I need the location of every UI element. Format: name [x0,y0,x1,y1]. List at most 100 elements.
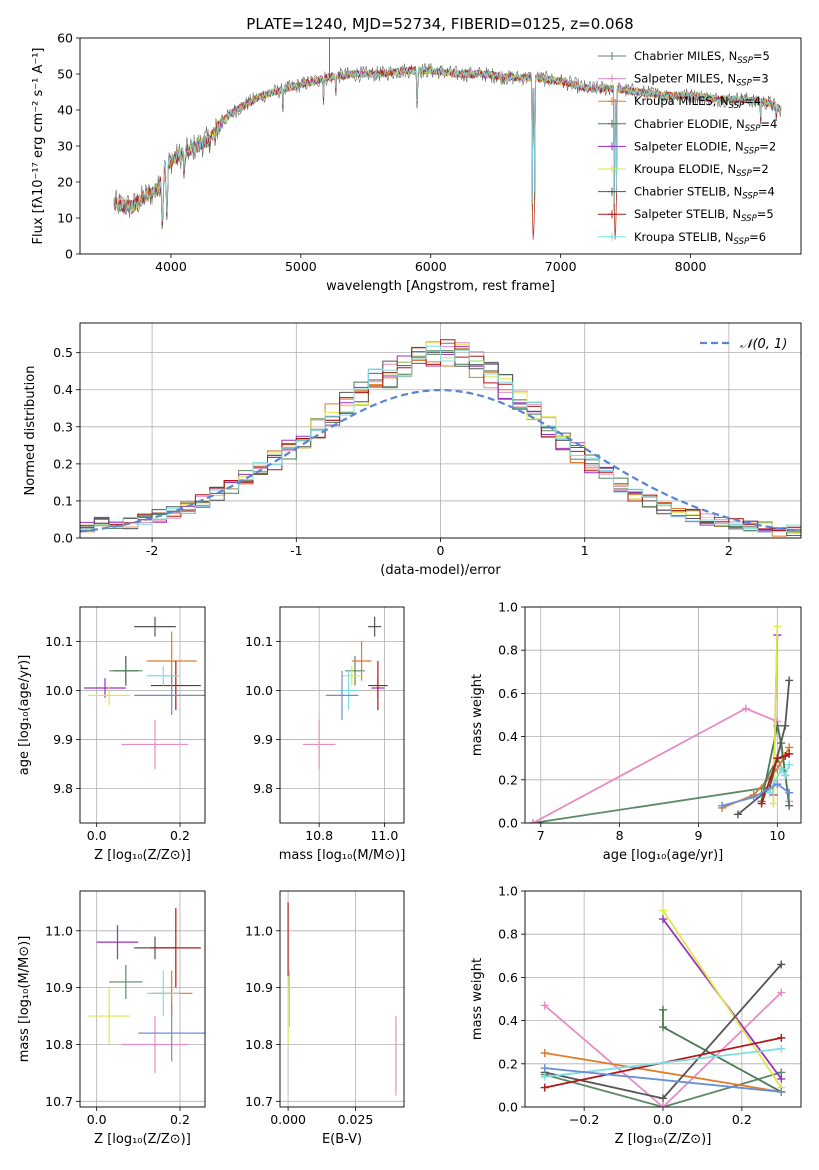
x-tick-label: 1 [581,543,589,558]
weight-series-line [544,991,782,1107]
y-tick-label: 0.8 [498,643,518,658]
legend-label: Salpeter MILES, NSSP=3 [634,72,769,89]
weight-point [749,793,758,802]
y-axis-label: Flux [fλ10⁻¹⁷ erg cm⁻² s⁻¹ A⁻¹] [31,48,46,245]
y-tick-label: 10.7 [45,1094,73,1109]
weight-point [540,1001,549,1010]
x-tick-label: 11.0 [370,828,398,843]
weight-point [773,780,782,789]
y-tick-label: 0.3 [53,419,73,434]
y-tick-label: 20 [57,175,73,190]
chart-spectrum: 4000 5000 6000 7000 8000 0 10 20 30 40 50 60 wavelen… [31,31,802,294]
weight-series-line [544,1071,782,1107]
y-tick-label: 9.8 [253,781,273,796]
y-tick-label: 10.8 [45,1037,73,1052]
x-tick-label: 8000 [675,259,707,274]
weight-point [785,749,794,758]
legend-label: 𝒩(0, 1) [740,337,787,352]
x-axis-label: mass [log₁₀(M/M⊙)] [279,848,406,863]
y-axis-label: mass weight [470,674,485,756]
x-tick-label: −0.2 [569,1112,599,1127]
x-tick-label: -2 [146,543,158,558]
weight-series-line [532,707,791,823]
chart-age_vs_mass: 10.8 11.0 9.8 9.9 10.0 10.1 mass [log₁₀(M/M⊙)] [245,606,406,863]
x-tick-label: 7 [537,828,545,843]
axes-frame [279,606,405,824]
spectrum-series-line [113,65,782,222]
weight-point [777,1087,786,1096]
y-axis-label: age [log₁₀(age/yr)] [17,655,32,776]
weight-point [659,1094,667,1103]
chart-weight_vs_Z: −0.2 0.0 0.2 0.0 0.2 0.4 0.6 0.8 1.0 Z [log₁₀(Z/Z… [470,884,802,1147]
legend-marker [608,165,616,173]
weight-point [777,1044,786,1053]
weight-point [777,1074,786,1083]
y-tick-label: 10.9 [45,980,73,995]
weight-point [773,622,782,631]
y-tick-label: 0.1 [53,493,73,508]
legend-marker [608,97,616,106]
x-tick-label: 0.2 [170,1112,190,1127]
x-axis-label: age [log₁₀(age/yr)] [603,848,724,863]
plot-area [302,616,388,769]
y-tick-label: 9.9 [253,732,273,747]
weight-point [741,704,750,713]
axes-frame [524,890,802,1108]
legend-marker [608,52,616,60]
y-tick-label: 40 [57,103,73,118]
x-tick-label: 10.8 [305,828,333,843]
plot-area [80,339,801,537]
y-tick-label: 10.9 [245,980,273,995]
legend: Chabrier MILES, NSSP=5 Salpeter MILES, NS… [598,49,777,247]
y-tick-label: 0.0 [53,531,73,546]
y-tick-label: 0 [65,247,73,262]
weight-point [777,765,786,773]
legend-label: Chabrier STELIB, NSSP=4 [634,185,775,202]
plot-area [528,622,794,823]
y-tick-label: 10.1 [45,634,73,649]
x-tick-label: 0.000 [270,1112,306,1127]
x-tick-label: 0.025 [338,1112,374,1127]
weight-point [540,1049,549,1057]
chart-age_vs_Z: 0.0 0.2 9.8 9.9 10.0 10.1 Z [log₁₀(Z/Z⊙)] age [… [17,606,206,863]
legend-marker [608,119,616,128]
plot-area [287,902,397,1096]
weight-series-line [768,764,791,794]
figure-title: PLATE=1240, MJD=52734, FIBERID=0125, z=0… [246,15,633,33]
weight-point [785,676,794,685]
weight-point [769,799,778,808]
y-tick-label: 0.0 [498,816,518,831]
y-tick-label: 10.0 [45,683,73,698]
weight-point [757,799,766,808]
weight-point [785,788,794,797]
weight-series-line [772,626,779,804]
legend-label: Chabrier ELODIE, NSSP=4 [634,117,777,134]
y-tick-label: 10.0 [245,683,273,698]
axes-frame [79,322,802,539]
histogram-series [80,345,801,533]
x-tick-label: 8 [616,828,624,843]
x-axis-label: Z [log₁₀(Z/Z⊙)] [615,1132,712,1147]
gaussian-curve [80,389,799,533]
y-tick-label: 11.0 [45,923,73,938]
x-tick-label: -1 [290,543,302,558]
plot-area [540,906,786,1107]
weight-point [781,771,790,780]
plot-area [88,908,205,1073]
legend-label: Chabrier MILES, NSSP=5 [634,49,770,66]
spectrum-series-line [113,65,782,240]
plot-area [84,616,205,769]
y-tick-label: 0.6 [498,970,518,985]
weight-point [540,1083,549,1092]
weight-point [765,788,774,797]
x-axis-label: Z [log₁₀(Z/Z⊙)] [94,848,191,863]
grid [80,607,205,823]
legend-marker [608,210,616,219]
weight-point [659,915,667,924]
weight-point [718,801,727,810]
axes-frame [79,606,206,824]
weight-series-line [662,909,783,1089]
axes-frame [279,890,405,1108]
weight-series-line [721,783,790,807]
